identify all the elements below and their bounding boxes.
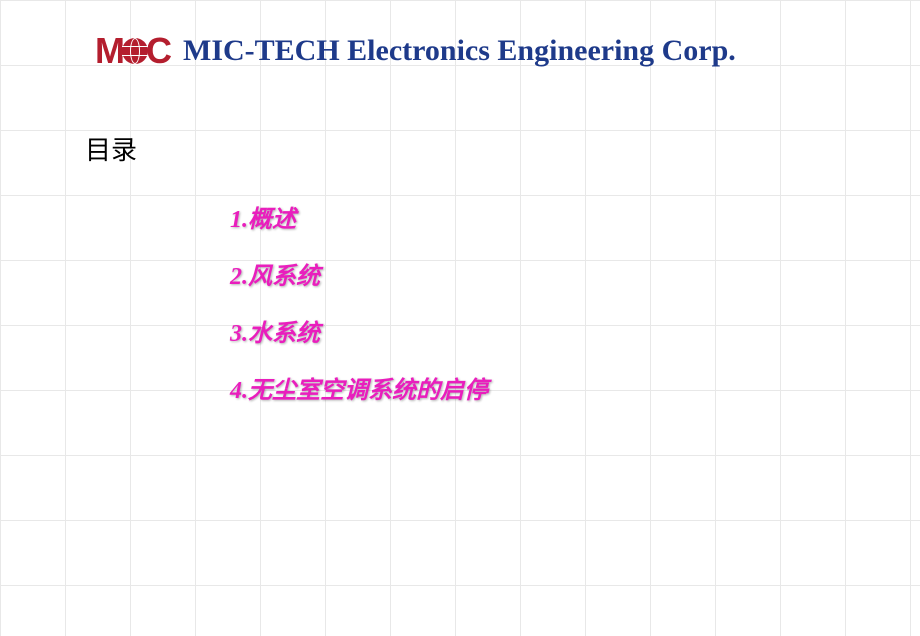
toc-item-1: 1.概述 <box>230 199 920 234</box>
toc-title: 目录 <box>85 130 920 167</box>
logo-letter-c: C <box>146 30 171 72</box>
globe-icon <box>122 38 148 64</box>
logo: M C <box>95 30 171 72</box>
logo-letter-m: M <box>95 30 124 72</box>
toc-item-3: 3.水系统 <box>230 313 920 348</box>
toc-item-2: 2.风系统 <box>230 256 920 291</box>
header: M C MIC-TECH Electronics Engineering Cor… <box>0 0 920 72</box>
slide-content: M C MIC-TECH Electronics Engineering Cor… <box>0 0 920 405</box>
toc-list: 1.概述 2.风系统 3.水系统 4.无尘室空调系统的启停 <box>230 199 920 405</box>
logo-text: M C <box>95 30 171 72</box>
company-name: MIC-TECH Electronics Engineering Corp. <box>183 34 736 68</box>
toc-item-4: 4.无尘室空调系统的启停 <box>230 370 920 405</box>
